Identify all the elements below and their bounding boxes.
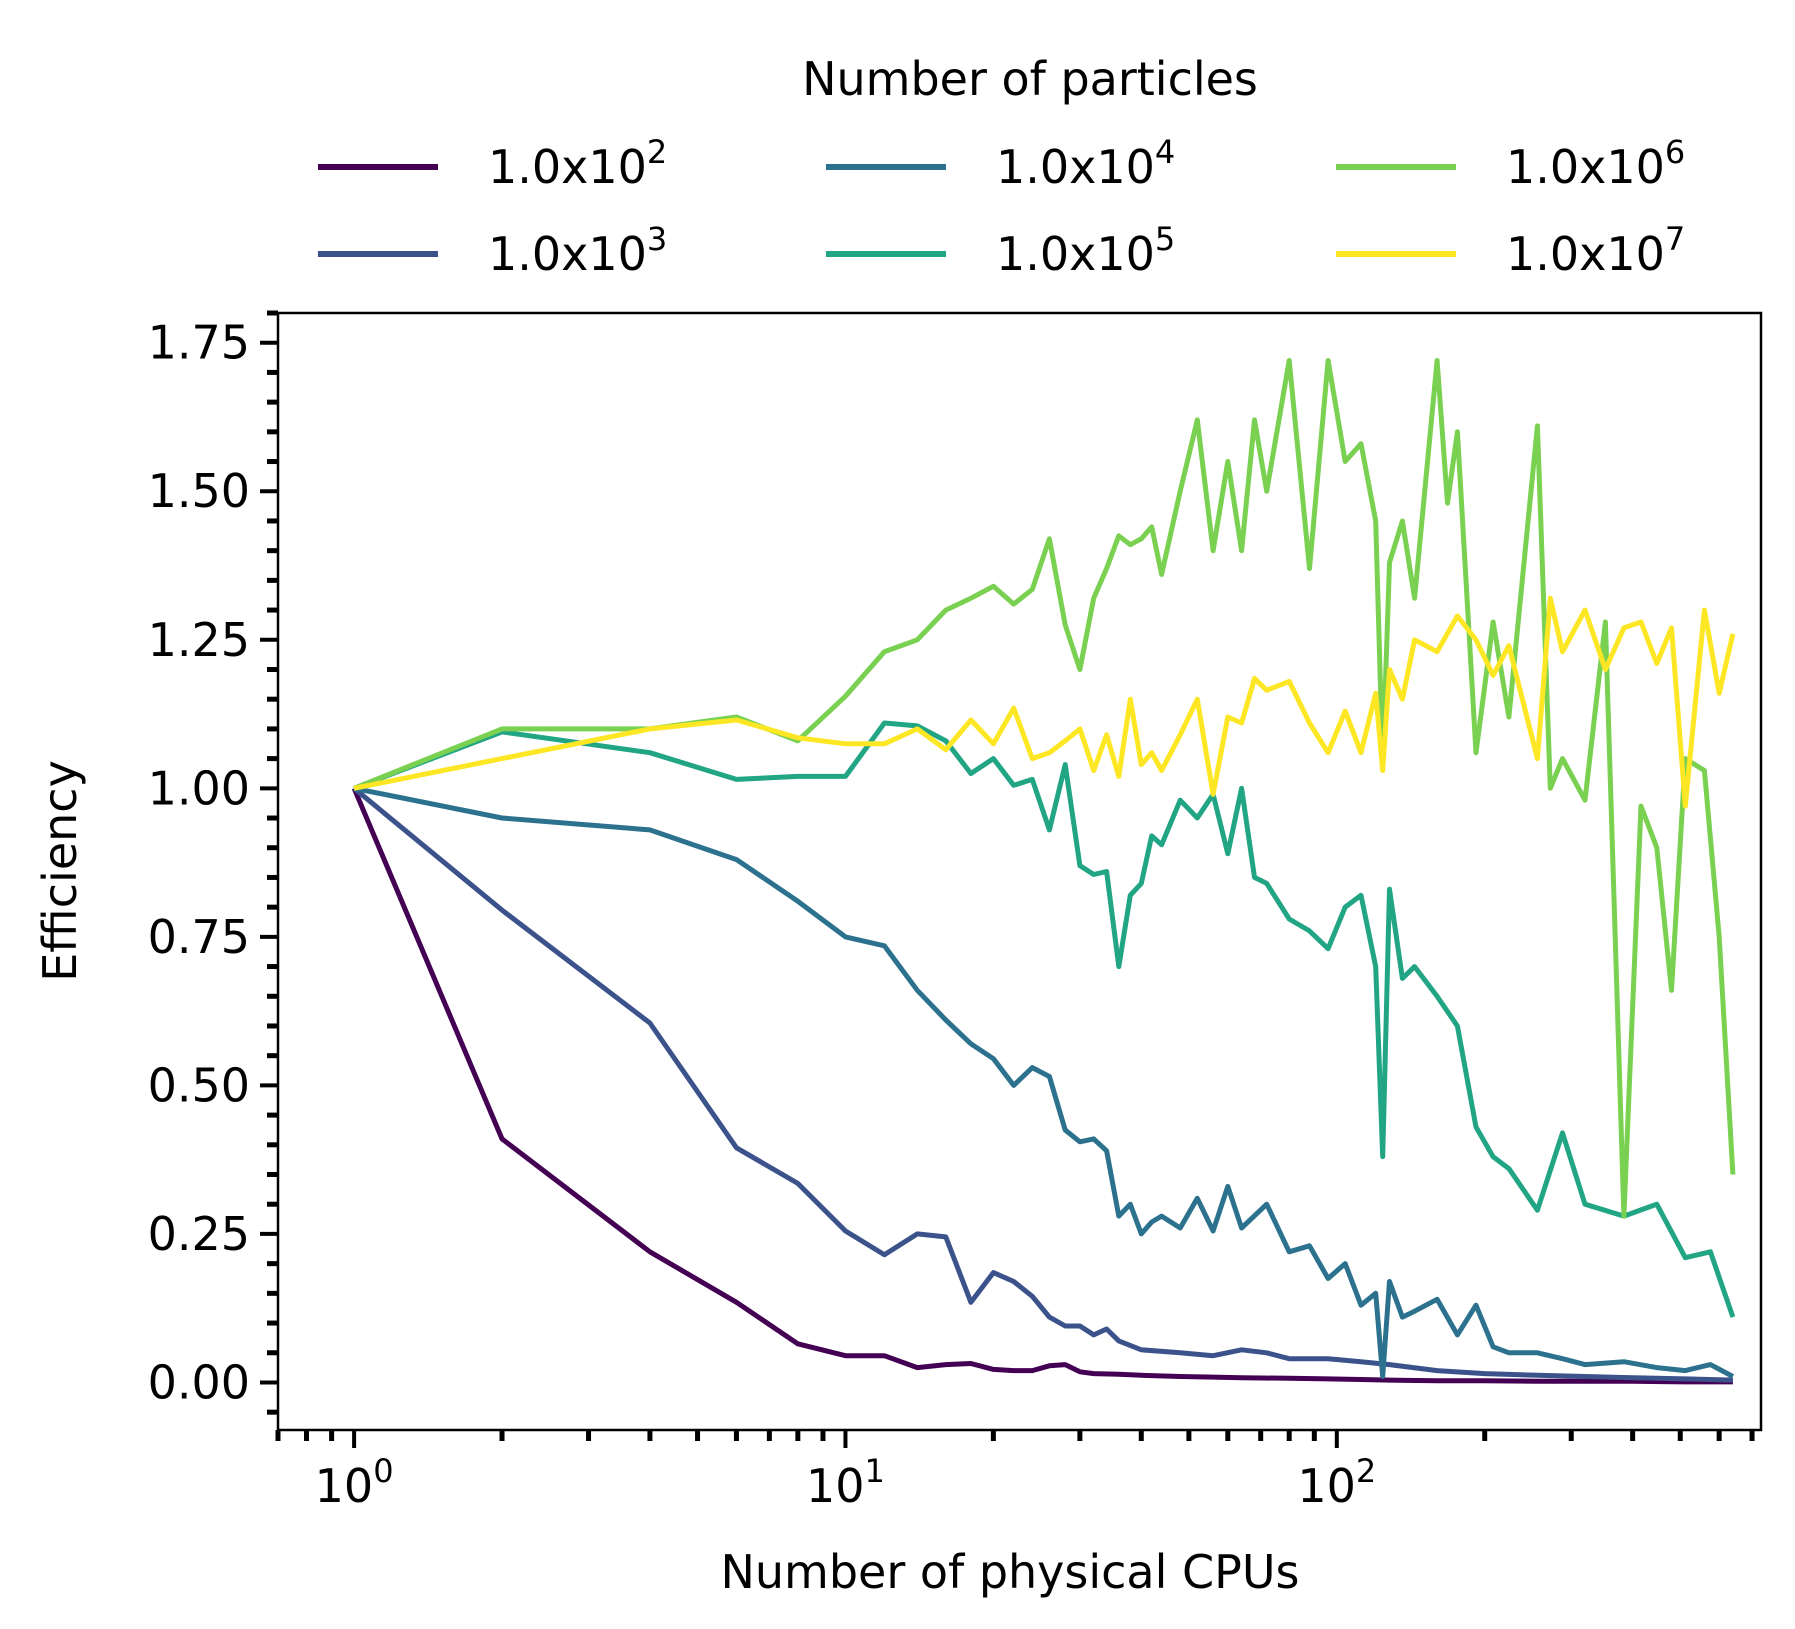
legend-label: 1.0x107 — [1506, 220, 1685, 281]
y-tick-label: 1.25 — [148, 613, 250, 667]
x-axis: 100 101 102 — [275, 1430, 1755, 1513]
legend: Number of particles 1.0x102 1.0x103 1.0x10… — [318, 52, 1685, 281]
legend-label: 1.0x102 — [488, 133, 667, 194]
legend-item: 1.0x105 — [826, 220, 1175, 281]
legend-label: 1.0x104 — [996, 133, 1175, 194]
y-tick-label: 0.25 — [148, 1207, 250, 1261]
y-tick-label: 1.75 — [148, 316, 250, 370]
legend-item: 1.0x107 — [1336, 220, 1685, 281]
y-tick-label: 1.00 — [148, 761, 250, 815]
legend-item: 1.0x106 — [1336, 133, 1685, 194]
series-line-1 — [351, 787, 1733, 1385]
series-line-2 — [352, 786, 1733, 1383]
series-line-6 — [353, 595, 1736, 809]
legend-label: 1.0x103 — [488, 220, 667, 281]
legend-item: 1.0x103 — [318, 220, 667, 281]
y-axis-title: Efficiency — [33, 760, 87, 982]
legend-title: Number of particles — [802, 52, 1258, 106]
y-tick-label: 0.00 — [148, 1355, 250, 1409]
y-tick-label: 0.75 — [148, 910, 250, 964]
plot-frame — [276, 311, 1763, 1432]
legend-item: 1.0x104 — [826, 133, 1175, 194]
series-line-5 — [353, 358, 1736, 1219]
legend-item: 1.0x102 — [318, 133, 667, 194]
series-line-4 — [353, 720, 1736, 1318]
series-line-3 — [353, 785, 1735, 1379]
legend-label: 1.0x105 — [996, 220, 1175, 281]
legend-label: 1.0x106 — [1506, 133, 1685, 194]
y-tick-label: 0.50 — [148, 1058, 250, 1112]
y-axis: 0.00 0.25 0.50 0.75 1.00 1.25 1.50 1.75 — [148, 310, 278, 1415]
series-layer — [351, 358, 1736, 1385]
y-tick-label: 1.50 — [148, 464, 250, 518]
x-tick-label: 100 — [315, 1452, 394, 1513]
x-axis-title: Number of physical CPUs — [720, 1545, 1299, 1599]
x-tick-label: 101 — [806, 1452, 885, 1513]
x-tick-label: 102 — [1297, 1452, 1376, 1513]
